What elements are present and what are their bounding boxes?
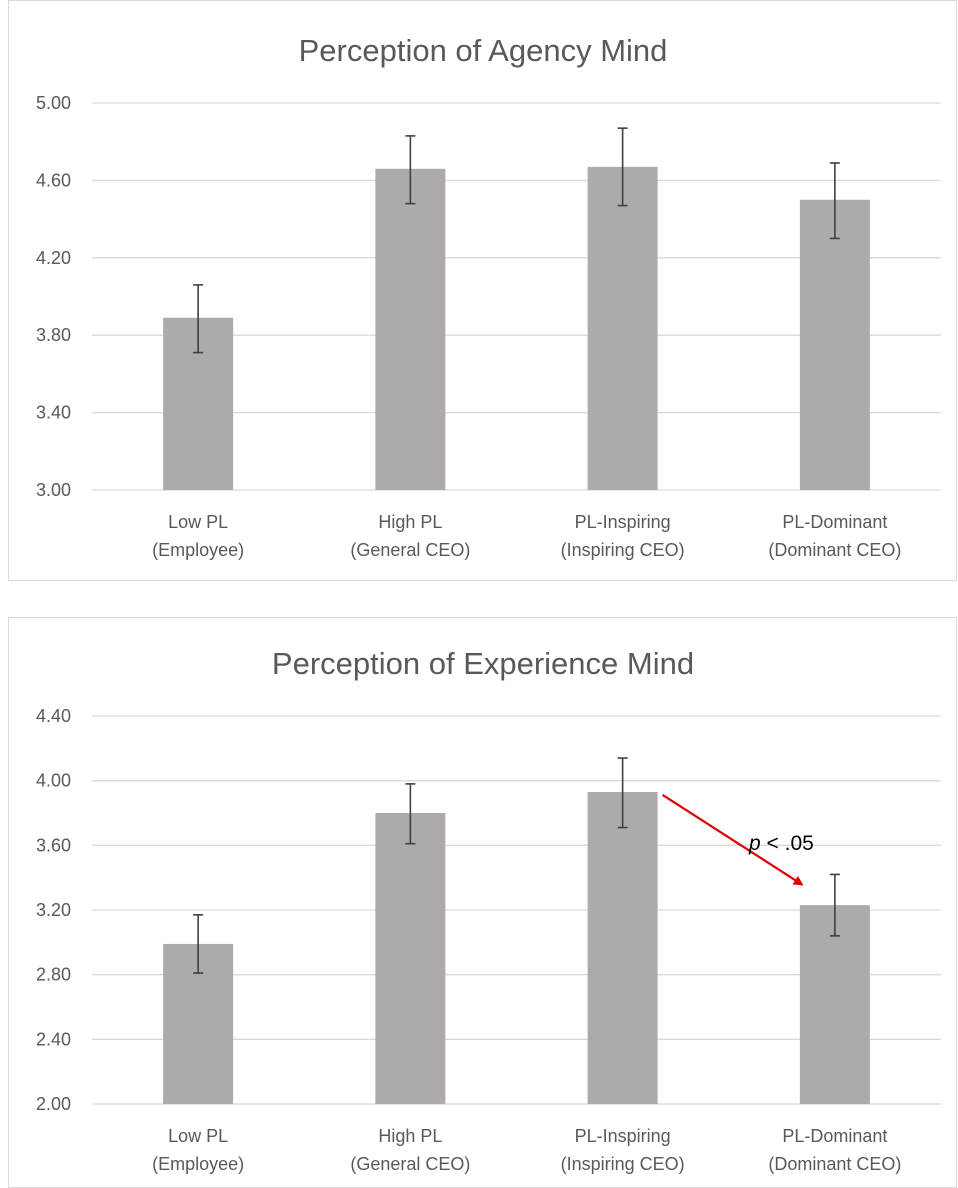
agency-chart-title: Perception of Agency Mind <box>299 33 668 68</box>
experience-bar <box>375 813 446 1104</box>
agency-bar <box>375 168 446 491</box>
experience-x-tick-label: High PL <box>378 1126 442 1146</box>
significance-label: p < .05 <box>748 832 814 855</box>
experience-error-bar <box>829 873 840 937</box>
experience-y-tick-label: 4.00 <box>36 771 71 791</box>
experience-y-tick-label: 2.80 <box>36 965 71 985</box>
experience-x-tick-label: Low PL <box>168 1126 228 1146</box>
agency-bar <box>587 166 658 491</box>
experience-x-tick-label: PL-Dominant <box>782 1126 887 1146</box>
agency-x-tick-label: (General CEO) <box>350 540 470 560</box>
experience-x-tick-label: (Employee) <box>152 1154 244 1174</box>
agency-error-bar <box>829 162 840 240</box>
agency-x-tick-label: High PL <box>378 512 442 532</box>
experience-y-tick-label: 2.40 <box>36 1029 71 1049</box>
experience-y-tick-label: 3.20 <box>36 900 71 920</box>
experience-bar <box>587 791 658 1104</box>
experience-error-bar <box>193 914 204 974</box>
experience-error-bar <box>405 783 416 845</box>
experience-x-tick-label: (Inspiring CEO) <box>561 1154 685 1174</box>
agency-error-bar <box>193 284 204 354</box>
experience-y-tick-label: 2.00 <box>36 1094 71 1114</box>
experience-error-bar <box>617 757 628 829</box>
agency-bar <box>799 199 870 490</box>
agency-x-tick-label: (Employee) <box>152 540 244 560</box>
experience-mind-chart-panel: Perception of Experience Mind 2.00 2.40 2.8… <box>8 617 957 1188</box>
agency-y-tick-label: 3.40 <box>36 403 71 423</box>
agency-y-tick-label: 4.60 <box>36 170 71 190</box>
agency-x-tick-label: PL-Inspiring <box>575 512 671 532</box>
significance-arrow <box>662 794 804 886</box>
agency-y-tick-label: 5.00 <box>36 93 71 113</box>
agency-x-tick-label: (Dominant CEO) <box>768 540 901 560</box>
experience-x-tick-label: (Dominant CEO) <box>768 1154 901 1174</box>
agency-x-tick-label: Low PL <box>168 512 228 532</box>
agency-x-tick-label: (Inspiring CEO) <box>561 540 685 560</box>
agency-error-bar <box>617 127 628 207</box>
agency-y-tick-label: 3.00 <box>36 480 71 500</box>
experience-y-tick-label: 3.60 <box>36 835 71 855</box>
agency-error-bar <box>405 135 416 205</box>
experience-x-tick-label: (General CEO) <box>350 1154 470 1174</box>
agency-y-tick-label: 3.80 <box>36 325 71 345</box>
agency-mind-chart-panel: Perception of Agency Mind 3.00 3.40 3.80 4.2… <box>8 0 957 581</box>
agency-mind-chart: Perception of Agency Mind 3.00 3.40 3.80 4.2… <box>36 33 941 560</box>
experience-bar <box>799 905 870 1104</box>
agency-y-tick-label: 4.20 <box>36 248 71 268</box>
agency-x-tick-label: PL-Dominant <box>782 512 887 532</box>
experience-y-tick-label: 4.40 <box>36 706 71 726</box>
experience-x-tick-label: PL-Inspiring <box>575 1126 671 1146</box>
experience-chart-title: Perception of Experience Mind <box>272 646 694 681</box>
experience-mind-chart: Perception of Experience Mind 2.00 2.40 2.8… <box>36 646 941 1174</box>
